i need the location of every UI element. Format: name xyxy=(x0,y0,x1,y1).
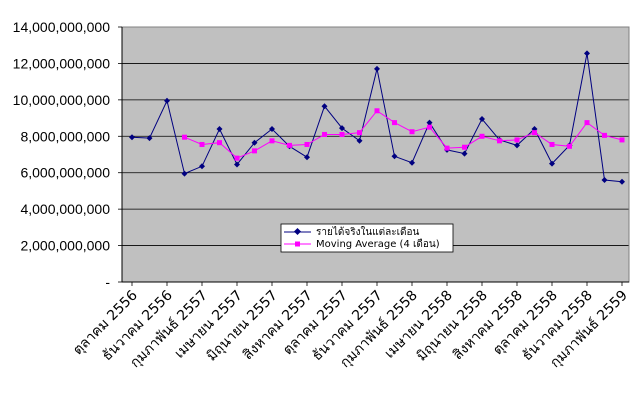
legend-box xyxy=(280,223,454,253)
data-point xyxy=(129,134,135,141)
data-point xyxy=(216,126,223,132)
data-point xyxy=(164,97,170,104)
y-tick-label: 10,000,000,000 xyxy=(13,92,111,108)
data-point xyxy=(444,145,450,151)
series xyxy=(129,50,625,185)
series-line xyxy=(184,110,623,159)
data-point xyxy=(181,170,188,177)
data-point xyxy=(321,103,328,110)
data-point xyxy=(304,141,310,147)
data-point xyxy=(514,137,520,143)
y-tick-label: 12,000,000,000 xyxy=(13,55,111,71)
data-point xyxy=(252,148,257,154)
data-point xyxy=(356,137,363,144)
data-point xyxy=(304,154,310,161)
data-point xyxy=(269,138,275,144)
data-point xyxy=(234,155,240,161)
data-point xyxy=(619,137,625,143)
data-point xyxy=(461,150,468,157)
data-point xyxy=(269,126,275,132)
y-tick-label: 8,000,000,000 xyxy=(20,128,110,144)
data-point xyxy=(409,129,415,135)
data-point xyxy=(532,130,537,136)
data-point xyxy=(217,140,222,146)
series-moving-average xyxy=(182,108,625,161)
data-point xyxy=(549,160,555,167)
data-point xyxy=(392,120,397,126)
data-point xyxy=(199,163,205,170)
data-point xyxy=(409,159,415,166)
y-tick-label: 14,000,000,000 xyxy=(13,19,111,35)
data-point xyxy=(287,142,292,148)
axes xyxy=(121,26,630,283)
legend: รายได้จริงในแต่ละเดือน Moving Average (4… xyxy=(280,223,454,253)
legend-label-moving-average: Moving Average (4 เดือน) xyxy=(316,238,440,250)
legend-marker-moving-average xyxy=(295,241,300,247)
data-point xyxy=(567,143,572,149)
legend-marker-actual xyxy=(293,227,302,236)
data-point xyxy=(584,120,590,126)
data-point xyxy=(619,178,625,185)
data-point xyxy=(146,135,153,142)
data-point xyxy=(479,116,485,122)
data-point xyxy=(601,177,608,183)
data-point xyxy=(497,138,502,144)
data-point xyxy=(462,144,467,150)
data-point xyxy=(514,142,520,149)
data-point xyxy=(426,119,433,126)
data-point xyxy=(374,65,380,72)
data-point xyxy=(391,153,398,160)
y-tick-label: 4,000,000,000 xyxy=(20,201,110,217)
data-point xyxy=(479,133,485,139)
data-point xyxy=(357,130,362,136)
y-tick-label: 6,000,000,000 xyxy=(20,165,110,181)
legend-label-actual: รายได้จริงในแต่ละเดือน xyxy=(316,226,420,238)
data-point xyxy=(182,134,187,140)
y-tick-label: 2,000,000,000 xyxy=(20,238,110,254)
data-point xyxy=(234,161,240,168)
data-point xyxy=(199,141,205,147)
data-point xyxy=(427,124,432,130)
data-point xyxy=(602,132,607,138)
data-point xyxy=(251,139,258,146)
data-point xyxy=(339,131,345,137)
y-axis-ticks: - 2,000,000,000 4,000,000,000 6,000,000,000… xyxy=(13,19,122,290)
data-point xyxy=(339,125,345,132)
y-tick-label: - xyxy=(105,274,110,290)
data-point xyxy=(549,141,555,147)
data-point xyxy=(374,108,380,114)
data-point xyxy=(584,50,590,57)
data-point xyxy=(322,131,327,137)
